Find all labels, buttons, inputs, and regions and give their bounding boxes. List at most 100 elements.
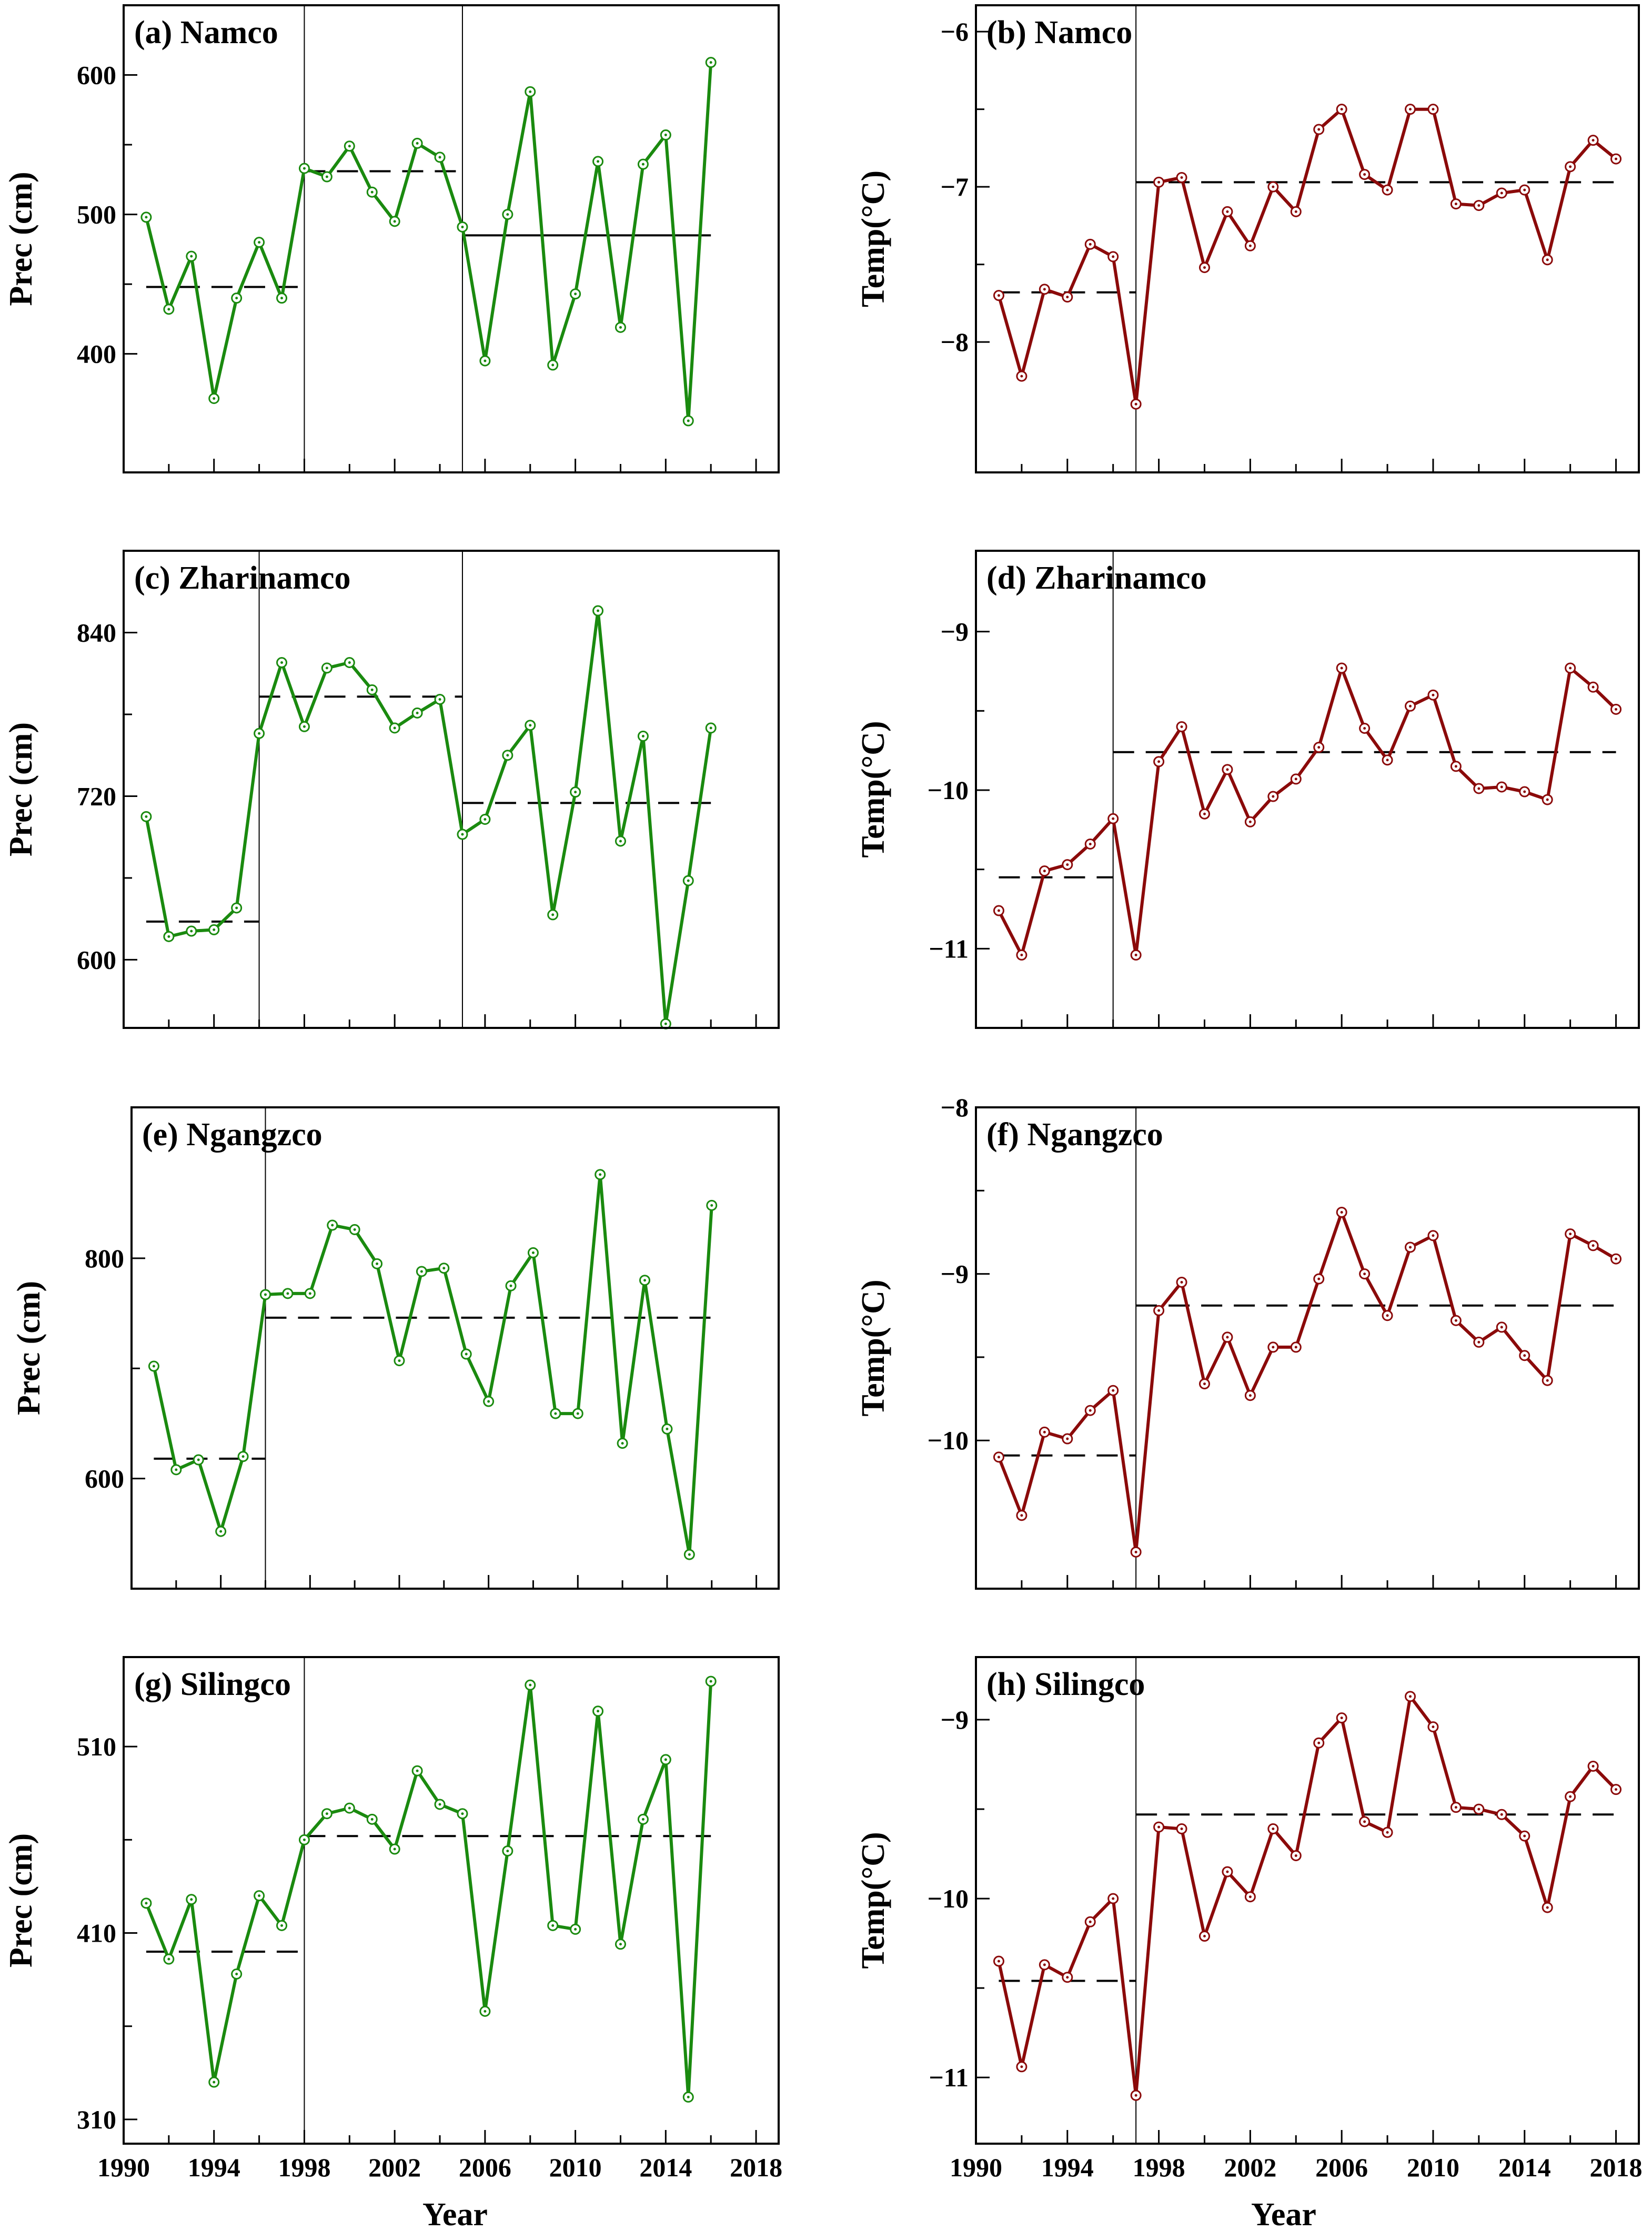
- data-point-center: [551, 364, 555, 367]
- data-point-center: [688, 1553, 691, 1556]
- data-point-center: [1569, 1233, 1572, 1236]
- data-point-center: [280, 1924, 284, 1927]
- data-point-center: [710, 1204, 713, 1207]
- y-tick-label: −11: [929, 2063, 969, 2092]
- data-point-center: [1546, 1379, 1549, 1382]
- data-point-center: [1477, 1340, 1480, 1344]
- data-point-center: [376, 1262, 379, 1265]
- panel-title: (b) Namco: [986, 15, 1132, 51]
- data-point-center: [280, 297, 284, 300]
- data-point-center: [664, 134, 667, 137]
- x-axis-label-left: Year: [422, 2197, 488, 2231]
- data-point-center: [461, 833, 464, 836]
- data-point-center: [1134, 1550, 1137, 1553]
- data-point-center: [167, 935, 170, 938]
- data-point-center: [331, 1224, 334, 1227]
- x-tick-label: 2002: [368, 2153, 421, 2182]
- series-line: [145, 1681, 713, 2099]
- data-point-center: [1386, 1831, 1389, 1834]
- y-axis-label: Prec (cm): [3, 722, 39, 856]
- data-point-center: [641, 1818, 644, 1821]
- data-point-center: [709, 1680, 712, 1683]
- data-point-center: [370, 1818, 374, 1821]
- x-tick-label: 1990: [97, 2153, 150, 2182]
- data-point-center: [167, 308, 170, 311]
- data-point-center: [1112, 255, 1115, 258]
- data-point-center: [1363, 1273, 1366, 1276]
- data-point-center: [509, 1284, 512, 1287]
- data-point-center: [1546, 258, 1549, 261]
- data-point-center: [1523, 1354, 1526, 1357]
- y-tick-label: −8: [941, 1093, 969, 1122]
- data-point-center: [1432, 1234, 1435, 1237]
- data-point-center: [551, 1924, 555, 1927]
- data-point-center: [1409, 1695, 1412, 1698]
- data-point-center: [1454, 203, 1457, 206]
- data-point-center: [219, 1530, 223, 1533]
- data-point-center: [1272, 1827, 1275, 1830]
- data-point-center: [235, 297, 238, 300]
- data-point-center: [145, 216, 148, 219]
- data-point-center: [1043, 288, 1046, 291]
- data-point-center: [1500, 191, 1503, 195]
- chart-panel: 1990 1994 1998 2002 2006 2010 2014 2018 −11 −10 −9…: [855, 1656, 1643, 2182]
- data-point-center: [1477, 787, 1480, 790]
- data-point-center: [997, 1456, 1000, 1459]
- data-point-center: [1134, 953, 1137, 956]
- y-tick-label: −8: [941, 327, 969, 357]
- data-point-center: [1089, 1920, 1092, 1923]
- y-tick-label: 720: [77, 781, 116, 811]
- data-point-center: [1226, 210, 1229, 213]
- data-point-center: [1043, 1430, 1046, 1434]
- series-line: [152, 1173, 713, 1557]
- data-point-center: [666, 1427, 669, 1430]
- data-point-center: [1340, 108, 1343, 111]
- data-point-center: [416, 142, 419, 145]
- plot-frame: [123, 1656, 780, 2145]
- data-point-center: [438, 1803, 441, 1806]
- data-point-center: [308, 1292, 311, 1295]
- data-point-center: [1226, 1870, 1229, 1873]
- data-point-center: [1363, 726, 1366, 730]
- data-point-center: [1020, 1514, 1023, 1517]
- data-point-center: [551, 913, 555, 916]
- data-point-center: [506, 754, 509, 757]
- y-tick-label: −10: [928, 775, 969, 805]
- data-point-center: [325, 1812, 328, 1815]
- data-point-center: [997, 909, 1000, 912]
- data-point-center: [1454, 1806, 1457, 1809]
- data-point-center: [1294, 210, 1297, 213]
- x-tick-label: 2010: [549, 2153, 602, 2182]
- data-point-center: [576, 1412, 579, 1415]
- data-point-center: [1248, 244, 1252, 247]
- data-point-center: [1180, 1280, 1183, 1284]
- data-point-center: [483, 818, 487, 821]
- data-point-center: [1020, 953, 1023, 956]
- data-point-center: [1546, 1906, 1549, 1909]
- data-point-center: [1500, 1813, 1503, 1816]
- data-point-center: [997, 294, 1000, 297]
- x-tick-label: 1998: [1133, 2153, 1185, 2182]
- data-point-center: [264, 1293, 267, 1296]
- data-point-center: [1591, 1244, 1595, 1247]
- y-tick-label: −11: [929, 934, 969, 963]
- data-point-center: [529, 1683, 532, 1687]
- data-point-center: [687, 2095, 690, 2098]
- data-point-center: [1500, 1326, 1503, 1329]
- data-point-center: [1363, 1820, 1366, 1823]
- data-point-center: [280, 661, 284, 664]
- y-tick-label: −9: [941, 1259, 969, 1289]
- y-tick-label: 410: [77, 1919, 116, 1948]
- plot-frame: [123, 550, 780, 1029]
- plot-frame: [975, 1106, 1640, 1590]
- data-point-center: [487, 1400, 490, 1403]
- data-point-center: [1203, 266, 1206, 269]
- data-point-center: [1591, 685, 1595, 689]
- y-axis-label: Temp(°C): [855, 1279, 891, 1416]
- x-tick-label: 2002: [1224, 2153, 1276, 2182]
- y-tick-label: −9: [941, 617, 969, 647]
- data-point-center: [641, 734, 644, 738]
- data-point-center: [554, 1412, 557, 1415]
- data-point-center: [1615, 708, 1618, 711]
- data-point-center: [1432, 693, 1435, 696]
